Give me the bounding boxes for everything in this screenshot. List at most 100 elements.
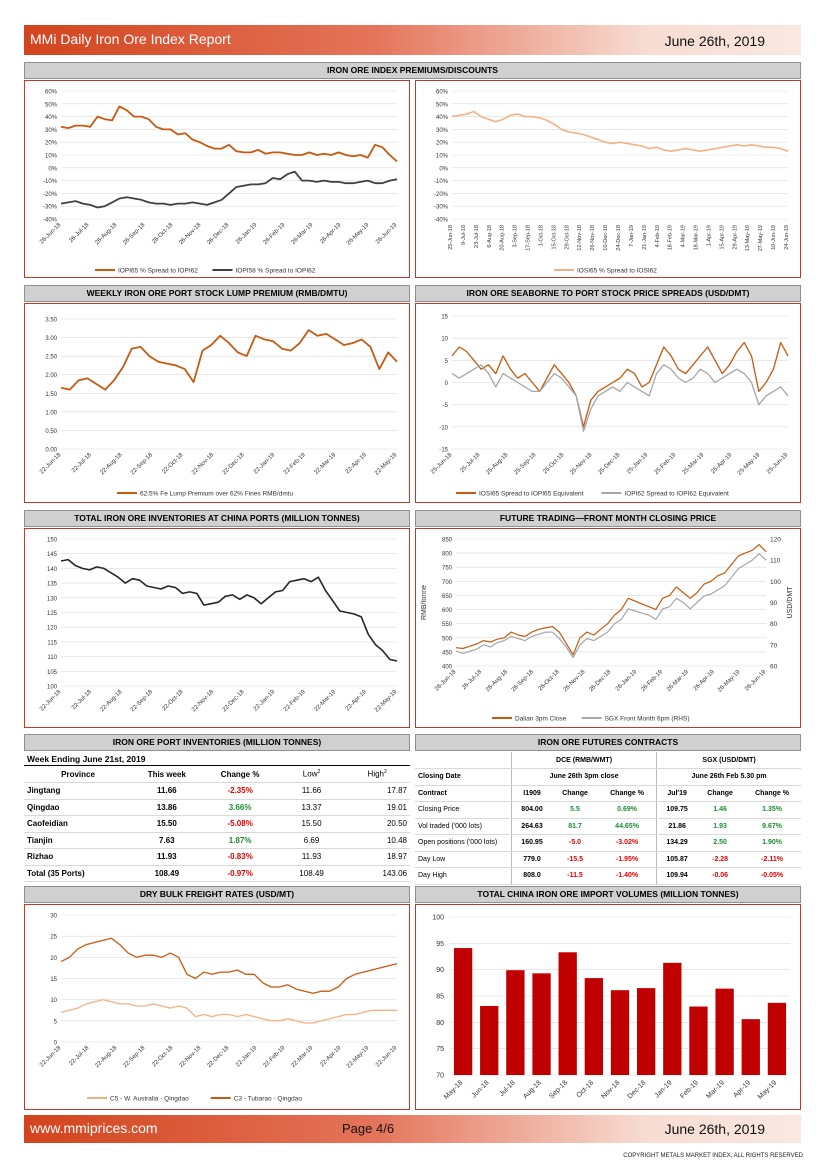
table-row: Jingtang 11.66 -2.35% 11.66 17.87 [24,782,410,800]
table-cell: 20.50 [344,815,410,833]
table-cell: Change % [743,785,801,802]
table-cell: 1.87% [201,832,279,849]
x-tick-label: 26-Oct-18 [538,669,562,693]
x-tick-label: 26-Jun-18 [434,669,458,693]
copyright: COPYRIGHT METALS MARKET INDEX, ALL RIGHT… [623,1153,803,1159]
table-cell: 2.50 [697,834,744,852]
table-cell: -15.5 [552,851,599,868]
legend-label: SGX Front Month 6pm (RHS) [605,716,690,723]
x-tick-label: 22-Sep-18 [130,689,155,714]
y-tick-label: 60% [45,90,58,96]
table-cell: -3.02% [598,834,657,852]
table-cell: 21.86 [656,818,698,835]
x-tick-label: Mar-19 [705,1079,726,1100]
x-tick-label: 17-Sep-18 [526,225,532,251]
table-cell: Total (35 Ports) [24,865,133,882]
y-tick-label: 20 [50,956,57,962]
x-tick-label: 13-May-19 [745,225,751,251]
x-tick-label: 22-Jun-18 [39,689,63,713]
table-cell: -11.5 [552,867,599,885]
x-tick-label: 25-Jul-18 [459,452,481,474]
x-tick-label: 22-Apr-19 [345,689,369,713]
section-imports: TOTAL CHINA IRON ORE IMPORT VOLUMES (MIL… [415,886,801,903]
table-cell: 15.50 [132,815,202,833]
y2-tick-label: 70 [770,642,778,649]
y-tick-label: 750 [442,566,453,572]
table-cell: 804.00 [511,801,553,819]
chart-premiums-right: 60% 50% 40% 30% 20% 10% 0% -10% -20% -30% -40%25-J… [434,90,790,275]
table-row: Day High 808.0 -11.5 -1.40% 109.94 -0.06 -0.05… [415,867,801,885]
x-tick-label: 12-Nov-18 [577,225,583,251]
table-cell: 779.0 [511,851,553,868]
x-tick-label: 22-Aug-18 [99,689,124,714]
table-row: Total (35 Ports) 108.49 -0.97% 108.49 143.06 [24,865,410,882]
x-tick-label: Feb-19 [679,1079,700,1100]
port-inventories-table: Week Ending June 21st, 2019 Province Thi… [24,752,410,882]
table-row: Open positions ('000 lots) 160.95 -5.0 -3.0… [415,834,801,852]
y-tick-label: 0% [439,166,448,172]
x-tick-label: 22-Jul-18 [68,1045,90,1067]
table-cell: 11.66 [278,782,345,800]
x-tick-label: 22-Dec-18 [222,452,247,477]
col-high: High2 [344,766,410,783]
table-row: Vol traded ('000 lots) 264.63 81.7 44.65% 21… [415,818,801,835]
website-link[interactable]: www.mmiprices.com [30,1120,158,1136]
y-tick-label: 0.50 [45,429,57,435]
y-tick-label: 850 [442,538,453,544]
bar [453,948,473,1075]
chart-box-premiums-left: 60% 50% 40% 30% 20% 10% 0% -10% -20% -30% -40% 26-J… [24,80,410,278]
x-tick-label: 22-Mar-19 [291,1045,315,1069]
x-tick-label: 25-Feb-19 [654,452,678,476]
y-tick-label: -30% [434,205,449,211]
chart-box-inventories: 150 145 140 135 130 125 120 115 110 105 100 22-Jun-… [24,528,410,728]
table-cell: Open positions ('000 lots) [415,834,512,852]
table-cell: 0.69% [598,801,657,819]
bar [715,988,734,1075]
series-line [60,170,398,209]
y-tick-label: 40% [436,115,449,121]
y-tick-label: 100 [432,915,444,922]
section-port-inventories: IRON ORE PORT INVENTORIES (MILLION TONNE… [24,734,410,751]
report-footer: www.mmiprices.com Page 4/6 June 26th, 20… [24,1115,801,1143]
x-tick-label: 26-May-19 [346,222,371,247]
col-province: Province [24,766,133,783]
y-tick-label: 500 [442,636,453,642]
table-cell: 143.06 [344,865,410,882]
table-row: Rizhao 11.93 -0.83% 11.93 18.97 [24,848,410,866]
x-tick-label: 22-Feb-19 [283,689,307,713]
y-tick-label: -20% [434,192,449,198]
y-tick-label: -20% [43,192,58,198]
table-cell: Rizhao [24,848,133,866]
x-tick-label: 15-Oct-18 [551,225,557,249]
table-cell: 108.49 [132,865,202,882]
dce-date: June 26th 3pm close [510,768,657,786]
x-tick-label: 22-May-19 [374,689,399,714]
x-tick-label: 26-Nov-18 [178,222,203,247]
x-tick-label: 22-Oct-18 [161,689,185,713]
table-cell: 11.93 [278,848,345,866]
series-line [60,558,398,662]
report-header: MMi Daily Iron Ore Index Report June 26t… [24,25,801,55]
x-tick-label: 22-Sep-18 [122,1045,147,1070]
table-cell: Change [697,785,744,802]
section-lump: WEEKLY IRON ORE PORT STOCK LUMP PREMIUM … [24,285,410,302]
section-premiums: IRON ORE INDEX PREMIUMS/DISCOUNTS [24,62,801,79]
sgx-date: June 26th Feb 5.30 pm [656,768,801,786]
x-tick-label: 6-Aug-18 [487,225,493,248]
bar [637,988,656,1075]
x-tick-label: 26-Oct-18 [151,222,175,246]
table-cell: 1.93 [697,818,744,835]
y-tick-label: 5 [445,359,449,365]
x-tick-label: 25-Jun-18 [430,452,454,476]
y-tick-label: 30 [50,914,57,920]
bar [689,1006,708,1075]
y-tick-label: 100 [47,685,58,691]
table-cell: Tianjin [24,832,133,849]
x-tick-label: 22-Mar-19 [314,452,338,476]
table-cell: 11.66 [132,782,202,800]
y-tick-label: 110 [47,655,57,661]
x-tick-label: 22-May-19 [346,1045,371,1070]
table-cell: -1.40% [598,867,657,885]
y-tick-label: 15 [50,977,57,983]
y-tick-label: 10 [50,998,57,1004]
